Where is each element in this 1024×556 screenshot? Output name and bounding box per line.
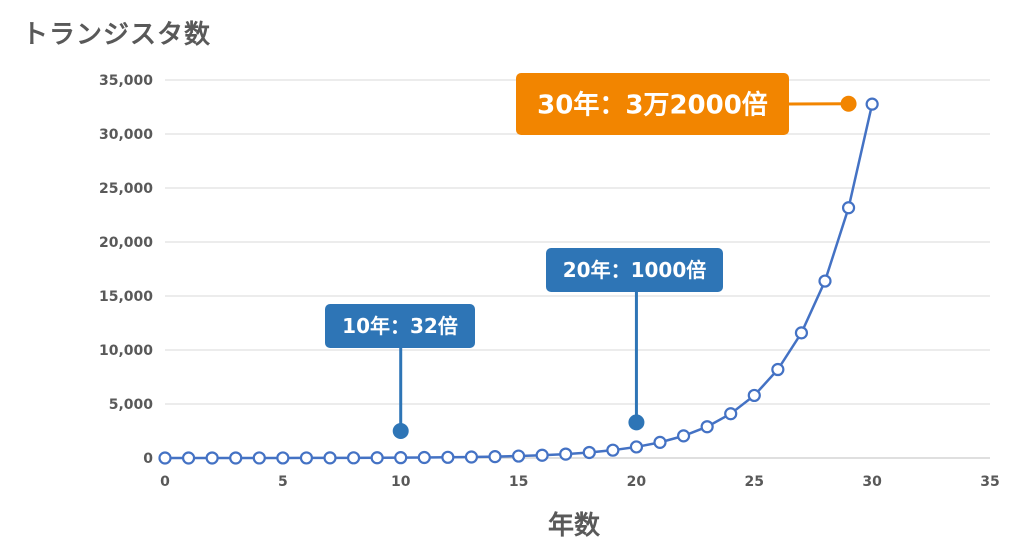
data-point [724, 407, 738, 421]
x-tick-label: 0 [160, 474, 170, 490]
x-axis-title: 年数 [548, 511, 601, 541]
y-tick-label: 20,000 [99, 235, 153, 251]
x-tick-label: 5 [278, 474, 288, 490]
data-point [559, 447, 573, 461]
data-point [299, 451, 314, 465]
data-point [771, 362, 785, 377]
x-tick-label: 20 [627, 474, 647, 490]
series-line [164, 103, 874, 460]
data-point [252, 451, 266, 465]
data-point [606, 443, 620, 457]
x-tick-label: 10 [391, 474, 411, 490]
y-tick-label: 0 [143, 451, 153, 467]
y-tick-label: 15,000 [99, 289, 153, 305]
data-point [346, 451, 361, 465]
data-point [747, 388, 761, 403]
data-point [535, 448, 549, 462]
x-tick-label: 25 [745, 474, 764, 490]
callout-box [325, 304, 475, 348]
callout-marker-dot [840, 95, 857, 112]
x-tick-label: 15 [509, 474, 528, 490]
data-point [158, 451, 172, 465]
callout-label: 10年：32倍 [342, 314, 458, 338]
callout-label: 30年：3万2000倍 [537, 89, 768, 120]
data-point [229, 451, 243, 465]
data-point [370, 451, 384, 465]
data-point [841, 201, 856, 215]
callout-box [516, 73, 789, 135]
data-point [488, 450, 502, 464]
data-point [511, 449, 526, 463]
data-point [865, 97, 879, 111]
y-axis-title: トランジスタ数 [22, 20, 212, 50]
y-tick-label: 5,000 [109, 397, 154, 413]
data-point [676, 429, 691, 443]
y-tick-label: 25,000 [99, 181, 153, 197]
callout-box [546, 248, 723, 292]
data-point [582, 445, 596, 460]
data-point [818, 274, 832, 288]
x-tick-label: 35 [980, 474, 999, 490]
data-point [441, 450, 455, 464]
y-tick-label: 35,000 [99, 73, 153, 89]
data-point [794, 326, 809, 340]
data-point [205, 451, 219, 465]
callout-marker-dot [392, 423, 409, 439]
data-point [394, 451, 408, 465]
x-tick-label: 30 [862, 474, 882, 490]
callout-marker-dot [628, 414, 645, 431]
y-tick-label: 30,000 [99, 127, 153, 143]
data-point [417, 450, 431, 465]
callout-label: 20年：1000倍 [563, 258, 707, 282]
data-point [323, 451, 337, 465]
data-point [700, 420, 714, 434]
data-point [181, 451, 196, 465]
data-point [629, 440, 644, 454]
data-point [653, 435, 667, 449]
data-point [464, 450, 479, 464]
data-point [276, 451, 290, 465]
y-tick-label: 10,000 [99, 343, 153, 359]
